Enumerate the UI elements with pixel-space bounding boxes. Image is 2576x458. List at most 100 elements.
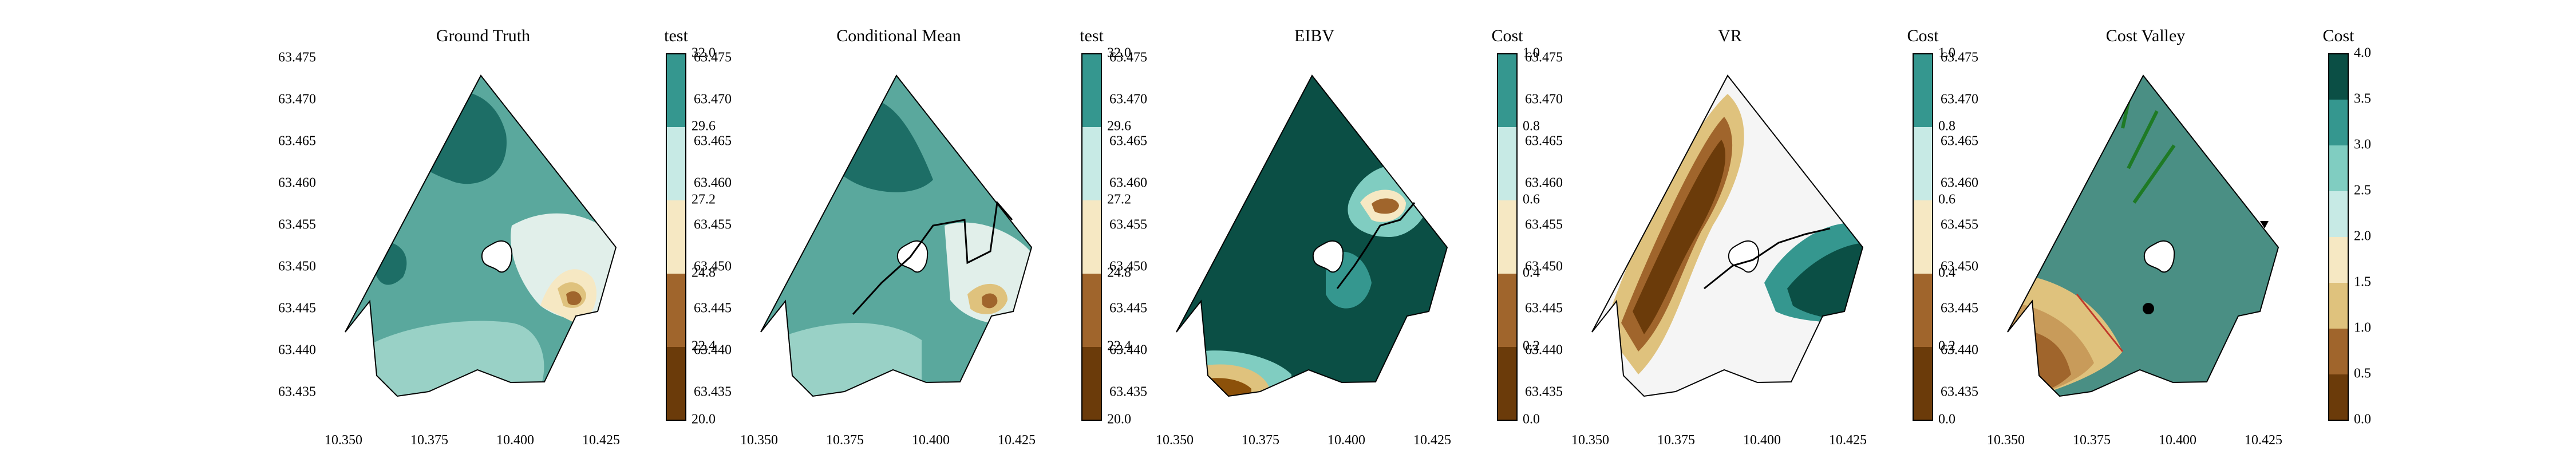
y-tick-label: 63.440: [1109, 343, 1147, 358]
y-tick-label: 63.435: [1109, 385, 1147, 400]
ground-truth-field: [345, 76, 616, 396]
colorbar-segment: [1498, 347, 1517, 420]
colorbar-label: test: [1080, 26, 1104, 45]
colorbar-segment: [2329, 145, 2348, 191]
panel-title: Conditional Mean: [836, 26, 961, 45]
x-tick-label: 10.400: [1743, 433, 1781, 448]
x-tick-label: 10.425: [1829, 433, 1867, 448]
colorbar-segment: [1913, 274, 1933, 347]
colorbar-tick-label: 0.6: [1938, 192, 1955, 207]
colorbar-segment: [666, 54, 686, 127]
colorbar-tick-label: 3.5: [2354, 92, 2371, 106]
colorbar-tick-label: 0.6: [1523, 192, 1540, 207]
conditional-mean-field: [761, 76, 1032, 396]
colorbar-frame: [1497, 53, 1518, 421]
x-tick-label: 10.350: [740, 433, 778, 448]
y-tick-label: 63.445: [1941, 301, 1978, 316]
colorbar-tick-label: 29.6: [1107, 119, 1131, 134]
y-tick-label: 63.450: [278, 259, 316, 274]
colorbar-frame: [1081, 53, 1102, 421]
colorbar-label: Cost: [1491, 26, 1523, 45]
x-tick-label: 10.375: [1242, 433, 1279, 448]
y-tick-label: 63.440: [278, 343, 316, 358]
y-tick-label: 63.460: [1109, 176, 1147, 191]
y-tick-label: 63.460: [694, 176, 732, 191]
colorbar-segment: [1498, 200, 1517, 274]
colorbar-tick-label: 3.0: [2354, 137, 2371, 152]
x-tick-label: 10.350: [1156, 433, 1194, 448]
y-tick-label: 63.445: [1109, 301, 1147, 316]
colorbar-tick-label: 20.0: [692, 412, 716, 427]
colorbar-tick-label: 0.8: [1523, 119, 1540, 134]
colorbar-tick-label: 0.4: [1938, 266, 1955, 281]
y-tick-label: 63.435: [1525, 385, 1563, 400]
panel-title: VR: [1718, 26, 1742, 45]
y-tick-label: 63.440: [1941, 343, 1978, 358]
y-tick-label: 63.475: [1109, 50, 1147, 65]
y-tick-label: 63.465: [1941, 134, 1978, 149]
colorbar-segment: [1498, 127, 1517, 200]
colorbar-segment: [1498, 274, 1517, 347]
x-tick-label: 10.350: [1571, 433, 1609, 448]
island-outline: [481, 240, 513, 273]
y-tick-label: 63.475: [1525, 50, 1563, 65]
y-tick-label: 63.465: [1109, 134, 1147, 149]
colorbar-tick-label: 2.5: [2354, 183, 2371, 198]
y-tick-label: 63.455: [1109, 218, 1147, 232]
colorbar-tick-label: 0.2: [1523, 339, 1540, 354]
colorbar-tick-label: 20.0: [1107, 412, 1131, 427]
y-tick-label: 63.435: [694, 385, 732, 400]
colorbar-frame: [666, 53, 686, 421]
y-tick-label: 63.450: [1525, 259, 1563, 274]
colorbar-label: test: [664, 26, 688, 45]
x-tick-label: 10.350: [1987, 433, 2025, 448]
colorbar-segment: [1913, 347, 1933, 420]
panel-vr: [1591, 74, 1864, 397]
cost-valley-field: [2008, 76, 2278, 396]
y-tick-label: 63.460: [1525, 176, 1563, 191]
colorbar-segment: [1082, 127, 1101, 200]
vr-field: [1592, 76, 1863, 396]
colorbar-tick-label: 0.8: [1938, 119, 1955, 134]
colorbar-tick-label: 0.0: [2354, 412, 2371, 427]
colorbar-segment: [1913, 200, 1933, 274]
y-tick-label: 63.445: [278, 301, 316, 316]
panel-title: EIBV: [1294, 26, 1334, 45]
colorbar-tick-label: 22.4: [692, 339, 716, 354]
colorbar-segment: [2329, 329, 2348, 374]
y-tick-label: 63.450: [1109, 259, 1147, 274]
x-tick-label: 10.425: [582, 433, 620, 448]
colorbar-tick-label: 0.4: [1523, 266, 1540, 281]
panel-conditional-mean: [760, 74, 1033, 397]
colorbar-tick-label: 1.5: [2354, 275, 2371, 290]
colorbar-segment: [666, 127, 686, 200]
colorbar-segment: [2329, 191, 2348, 237]
colorbar-segment: [2329, 54, 2348, 100]
colorbar-segment: [2329, 283, 2348, 329]
colorbar-tick-label: 27.2: [1107, 192, 1131, 207]
eibv-field: [1176, 76, 1447, 396]
text-layer: Ground Truth 10.350 10.375 10.400 10.425 63.4…: [278, 26, 2371, 448]
colorbar-tick-label: 4.0: [2354, 46, 2371, 61]
y-tick-label: 63.470: [278, 92, 316, 107]
x-tick-label: 10.425: [1413, 433, 1451, 448]
colorbar-tick-label: 0.5: [2354, 366, 2371, 381]
y-tick-label: 63.455: [1941, 218, 1978, 232]
colorbar-label: Cost: [1907, 26, 1939, 45]
x-tick-label: 10.400: [496, 433, 534, 448]
colorbar-segment: [1082, 347, 1101, 420]
colorbar-tick-label: 1.0: [2354, 321, 2371, 335]
colorbar-segment: [1082, 200, 1101, 274]
colorbar-segment: [2329, 374, 2348, 420]
colorbar-tick-label: 24.8: [692, 266, 716, 281]
panel-ground-truth: [345, 74, 617, 397]
colorbar-segment: [666, 347, 686, 420]
y-tick-label: 63.435: [1941, 385, 1978, 400]
y-tick-label: 63.440: [694, 343, 732, 358]
y-tick-label: 63.450: [694, 259, 732, 274]
y-tick-label: 63.450: [1941, 259, 1978, 274]
x-tick-label: 10.375: [410, 433, 448, 448]
y-tick-label: 63.475: [278, 50, 316, 65]
x-tick-label: 10.425: [998, 433, 1036, 448]
